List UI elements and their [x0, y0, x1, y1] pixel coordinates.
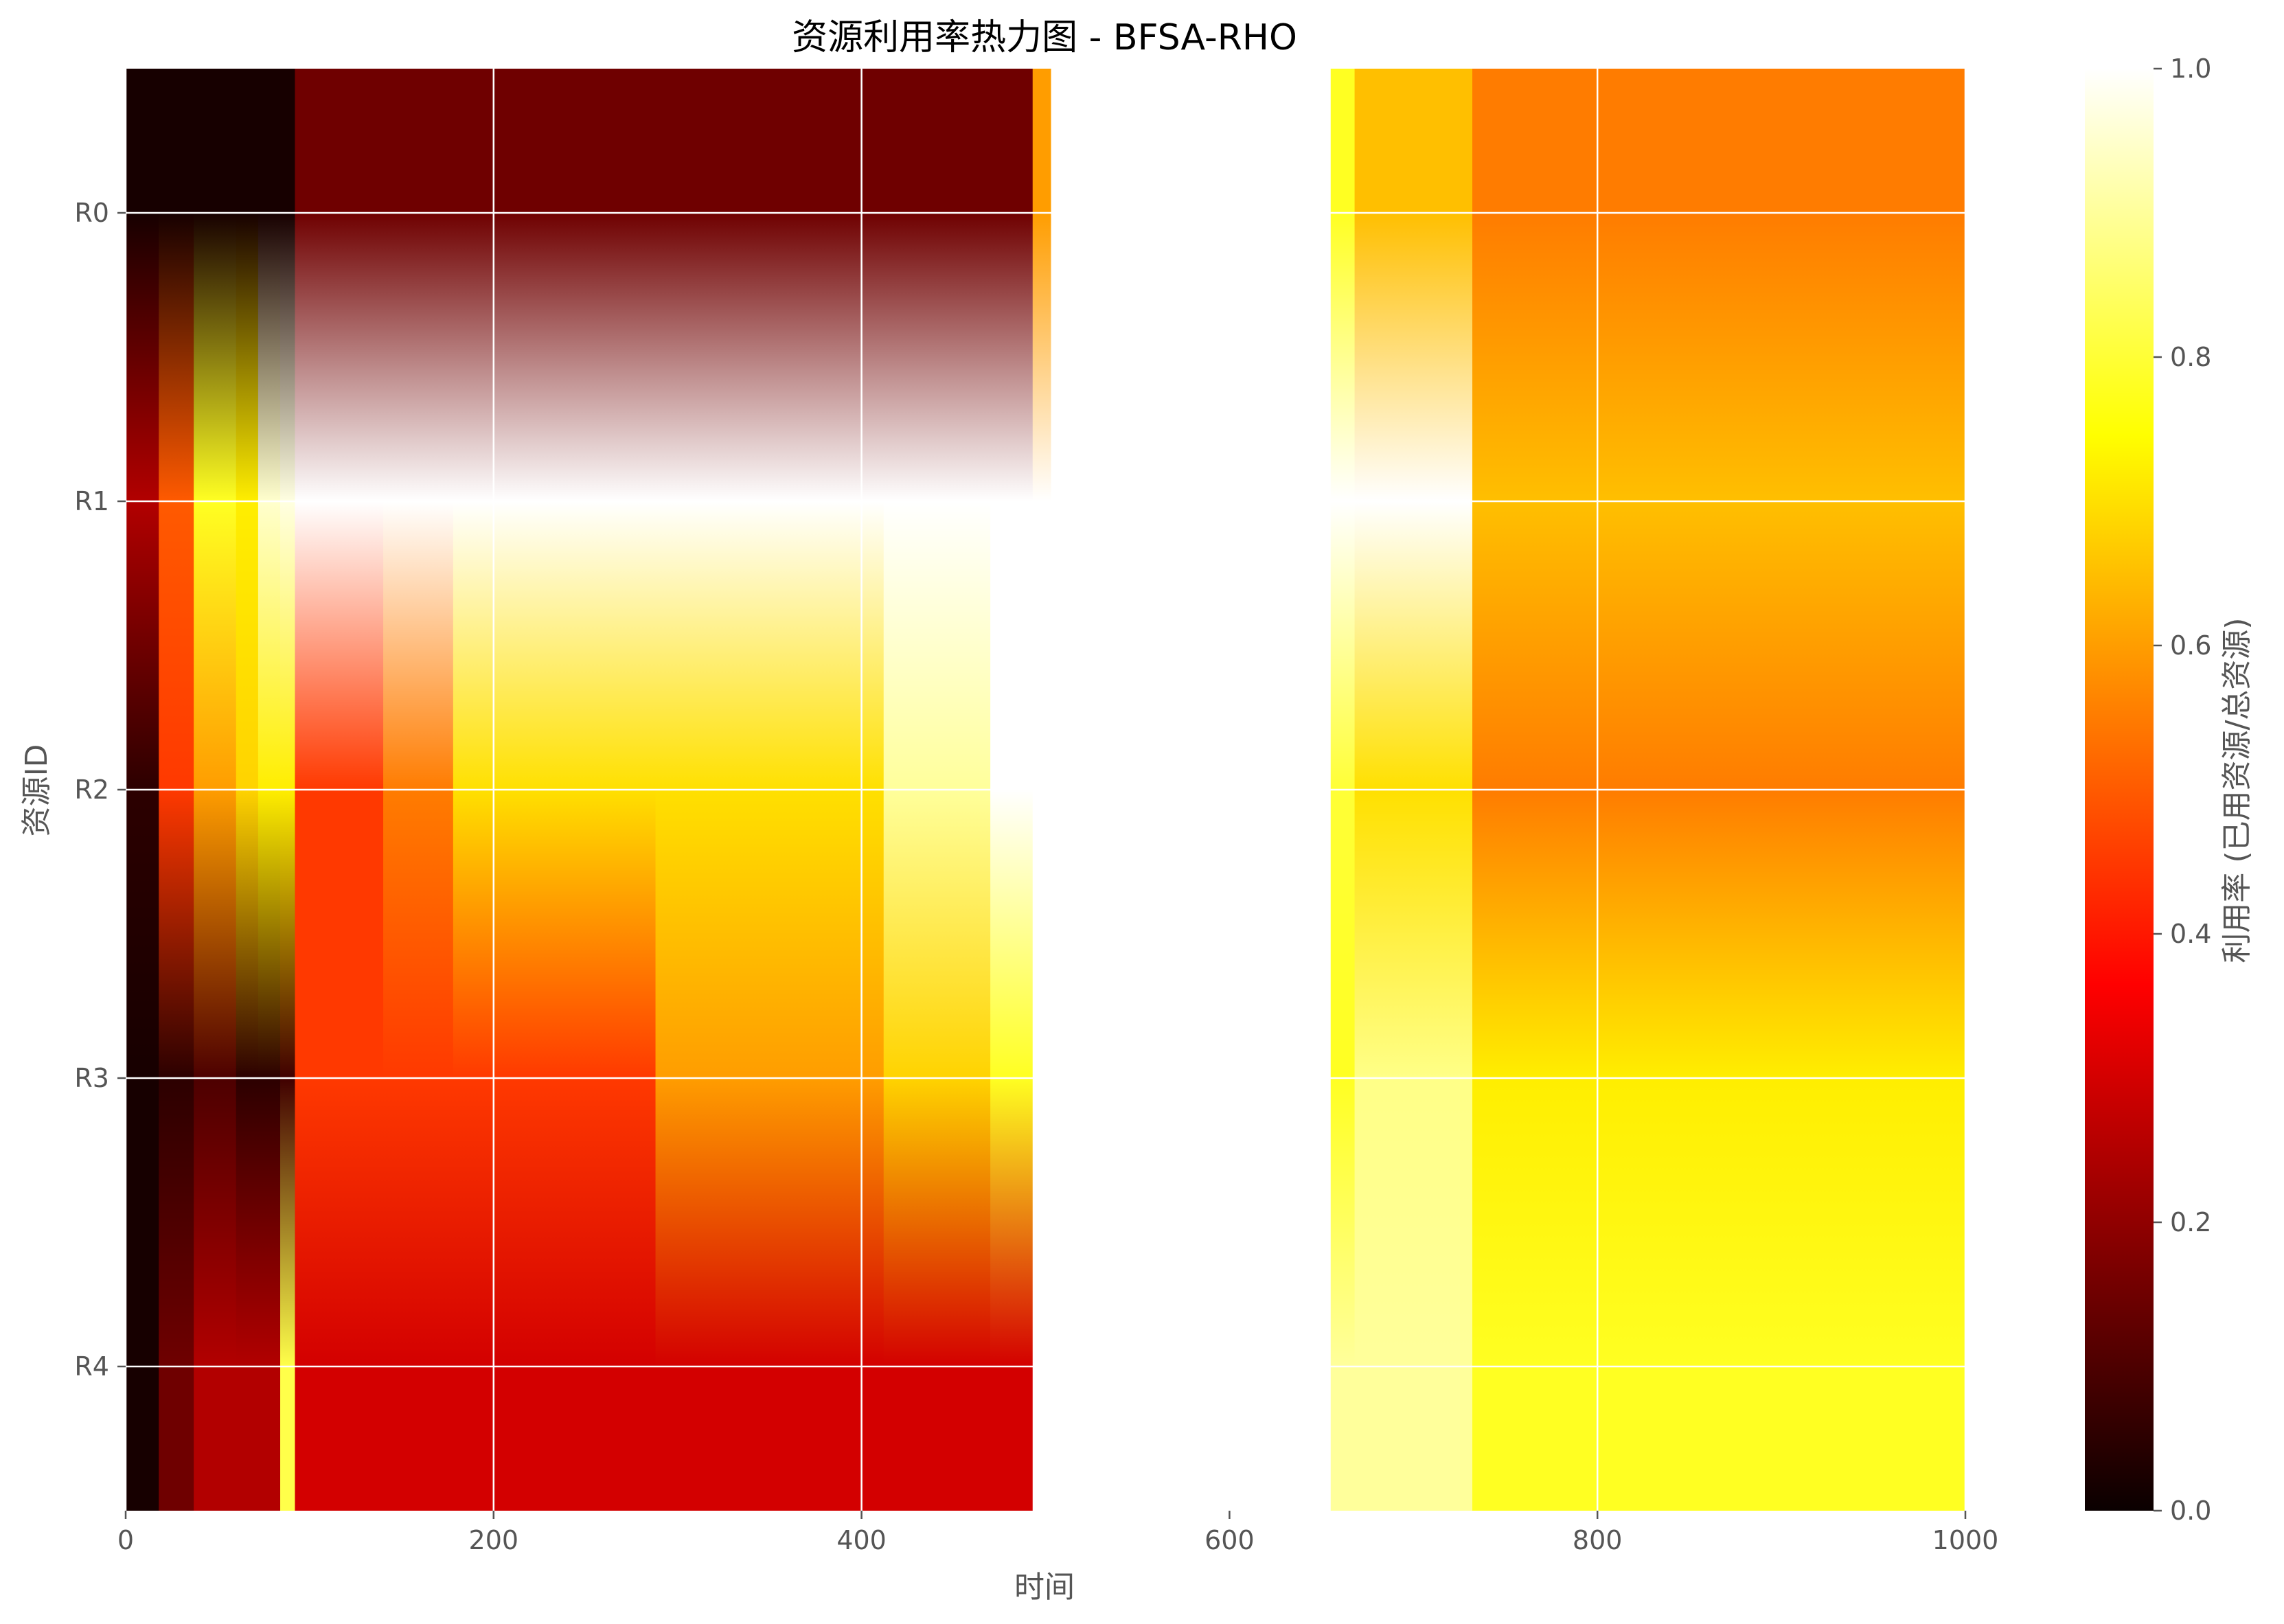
colorbar-tick-label: 0.6: [2170, 630, 2211, 661]
x-tick-label: 1000: [1932, 1525, 1999, 1555]
y-tick-label: R2: [74, 775, 109, 805]
y-tick-label: R1: [74, 486, 109, 516]
colorbar-label: 利用率 (已用资源/总资源): [2219, 617, 2254, 963]
colorbar-tick-label: 0.0: [2170, 1496, 2211, 1526]
x-tick-label: 800: [1573, 1525, 1623, 1555]
y-tick-label: R3: [74, 1063, 109, 1093]
colorbar-tick-label: 0.8: [2170, 342, 2211, 372]
y-tick-label: R0: [74, 198, 109, 228]
colorbar-axis: 0.0 0.2 0.4 0.6 0.8 1.0: [2154, 54, 2211, 1526]
x-tick-label: 200: [469, 1525, 519, 1555]
colorbar-tick-label: 0.4: [2170, 919, 2211, 949]
x-axis-label: 时间: [1014, 1570, 1075, 1605]
x-tick-label: 0: [117, 1525, 134, 1555]
colorbar: [2085, 69, 2154, 1511]
x-tick-label: 400: [836, 1525, 887, 1555]
x-tick-label: 600: [1204, 1525, 1255, 1555]
y-axis-label: 资源ID: [19, 744, 54, 837]
y-axis: R0 R1 R2 R3 R4: [74, 198, 126, 1382]
x-axis: 0 200 400 600 800 1000: [117, 1511, 1998, 1555]
colorbar-tick-label: 1.0: [2170, 54, 2211, 84]
colorbar-tick-label: 0.2: [2170, 1207, 2211, 1237]
chart-title: 资源利用率热力图 - BFSA-RHO: [792, 17, 1297, 58]
y-tick-label: R4: [74, 1351, 109, 1382]
grid-lines: [124, 69, 1967, 1511]
